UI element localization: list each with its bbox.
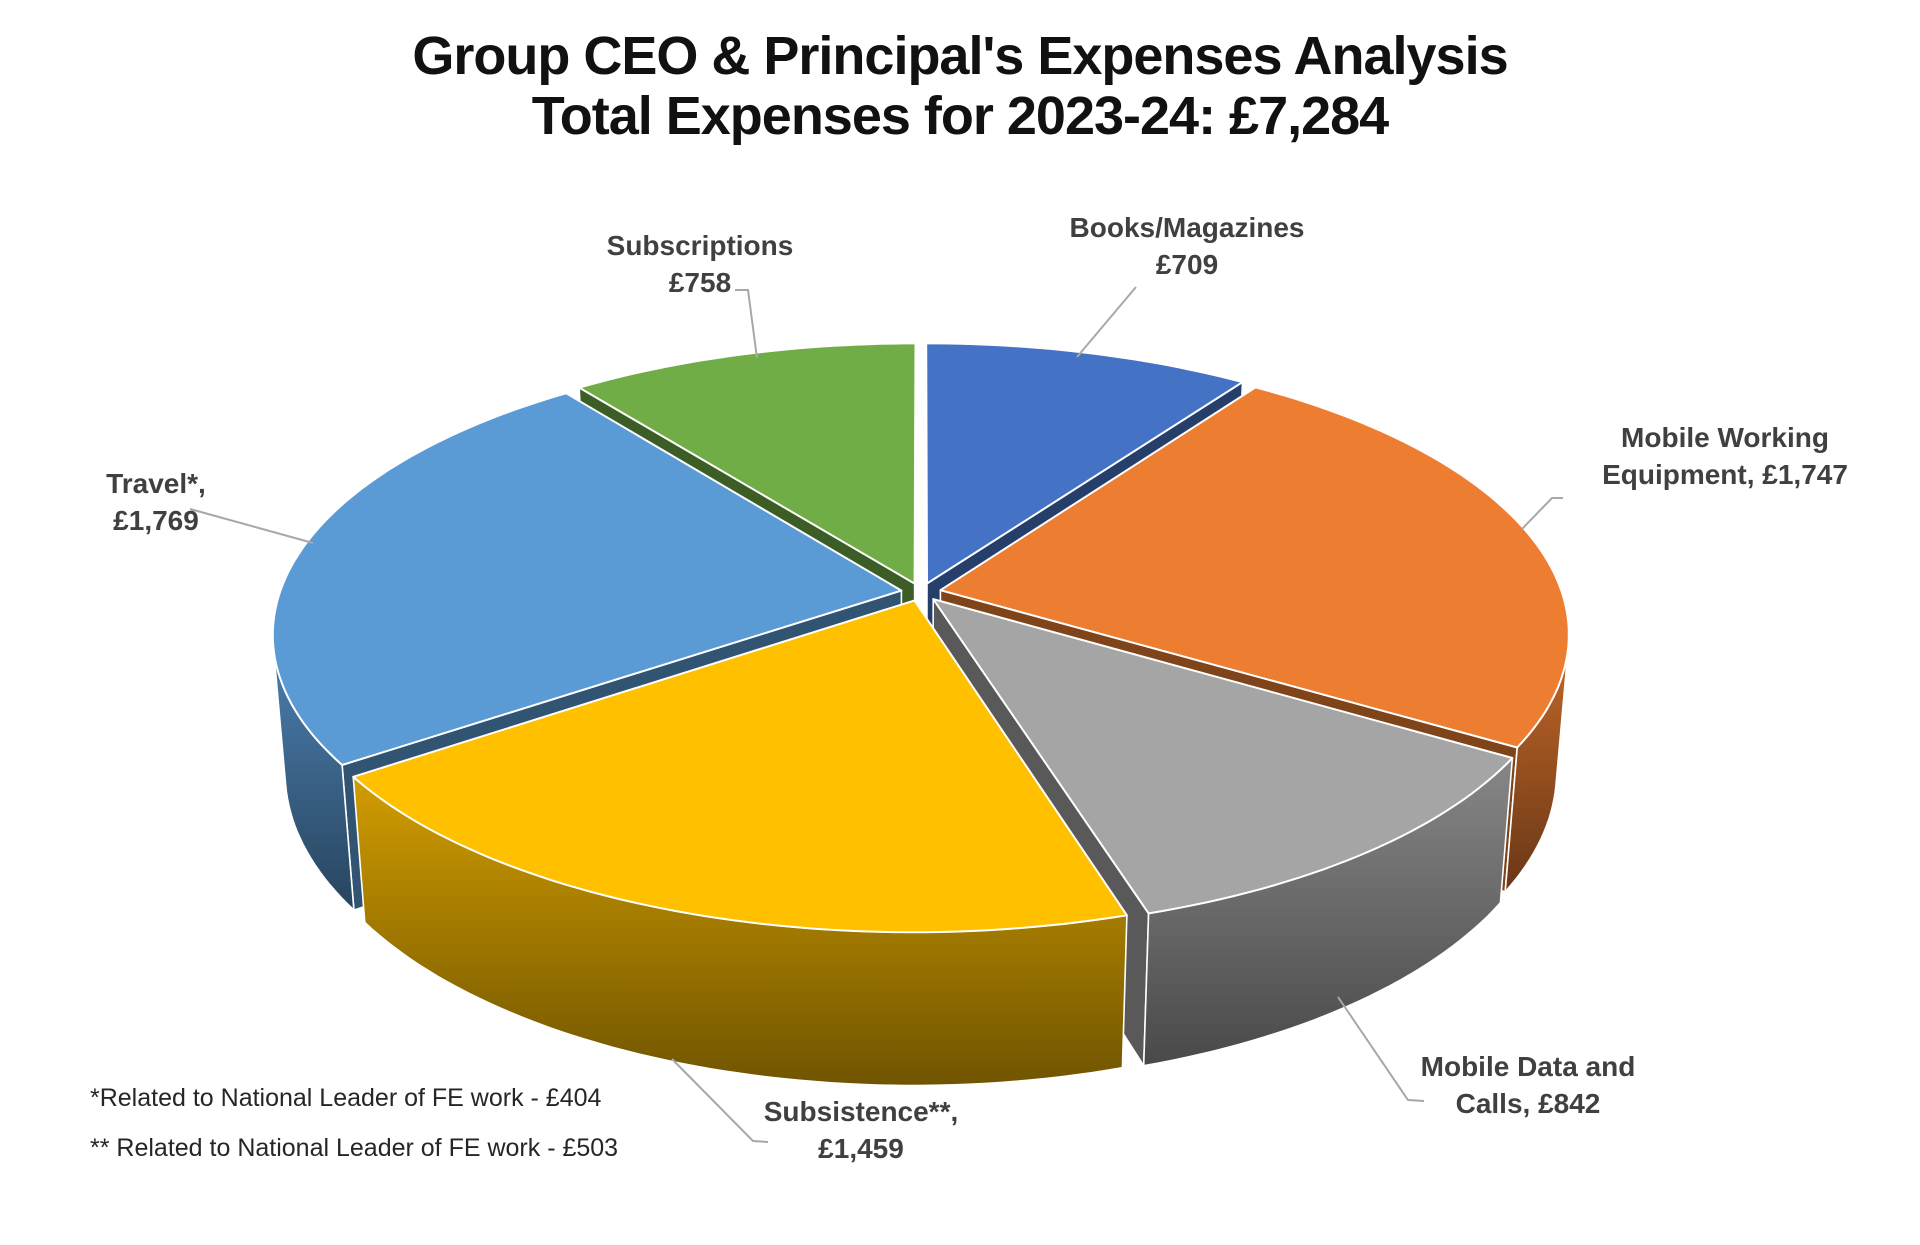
callout-line: Books/Magazines xyxy=(1069,212,1305,244)
footnote-subsistence: ** Related to National Leader of FE work… xyxy=(90,1134,619,1162)
leader-line-travel xyxy=(189,508,314,544)
chart-title: Group CEO & Principal's Expenses Analysi… xyxy=(0,26,1920,147)
slice-top-mobile-data-and-calls xyxy=(932,598,1514,915)
callout-travel: Travel*, £1,769 xyxy=(106,466,206,540)
callout-mobile-working-equipment: Mobile Working Equipment, £1,747 xyxy=(1602,420,1848,494)
callout-line: Equipment, £1,747 xyxy=(1602,459,1848,490)
callout-line: £709 xyxy=(1155,249,1219,280)
callout-line: £1,459 xyxy=(818,1133,904,1164)
callout-line: Subscriptions xyxy=(606,230,794,262)
slice-top-subscriptions xyxy=(578,342,917,585)
callout-mobile-data-and-calls: Mobile Data and Calls, £842 xyxy=(1421,1049,1636,1123)
footnote-travel: *Related to National Leader of FE work -… xyxy=(90,1084,602,1112)
slice-top-subsistence xyxy=(352,599,1128,934)
leader-line-books-magazines xyxy=(1076,286,1137,358)
callout-subsistence: Subsistence**, £1,459 xyxy=(764,1094,959,1168)
slice-top-mobile-working-equipment xyxy=(939,386,1570,749)
chart-title-line1: Group CEO & Principal's Expenses Analysi… xyxy=(412,26,1508,86)
callout-line: £1,769 xyxy=(113,505,199,536)
leader-line-subscriptions xyxy=(735,289,758,359)
leader-line-mobile-data-and-calls xyxy=(1337,996,1425,1102)
callout-line: Travel*, xyxy=(106,468,206,500)
chart-title-line2: Total Expenses for 2023-24: £7,284 xyxy=(531,86,1389,147)
callout-line: Subsistence**, xyxy=(763,1096,959,1128)
leader-line-subsistence xyxy=(671,1058,769,1143)
callout-line: Mobile Data and xyxy=(1420,1051,1636,1083)
slice-top-books-magazines xyxy=(925,342,1244,585)
leader-line-mobile-working-equipment xyxy=(1521,497,1563,530)
callout-line: Mobile Working xyxy=(1621,422,1829,454)
callout-books-magazines: Books/Magazines £709 xyxy=(1070,210,1305,284)
callout-line: Calls, £842 xyxy=(1455,1088,1601,1119)
callout-subscriptions: Subscriptions £758 xyxy=(607,228,794,302)
slice-top-travel xyxy=(271,392,903,766)
callout-line: £758 xyxy=(668,267,732,298)
